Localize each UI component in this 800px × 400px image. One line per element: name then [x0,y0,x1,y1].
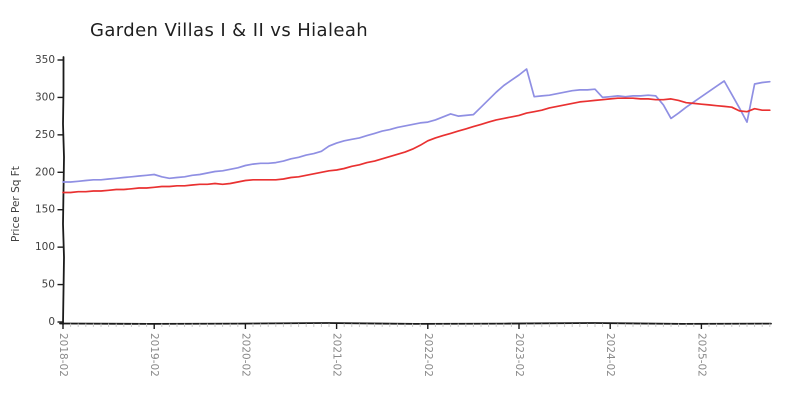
y-tick-label: 300 [35,91,55,103]
x-tick-label: 2024-02 [604,333,616,377]
x-tick-label: 2020-02 [239,333,251,377]
x-tick-label: 2019-02 [148,333,160,377]
y-tick-label: 100 [35,241,55,253]
y-tick-label: 50 [42,279,55,291]
y-tick-label: 350 [35,54,55,66]
x-axis [59,322,772,325]
y-tick-label: 250 [35,129,55,141]
y-axis [62,56,65,325]
x-tick-label: 2022-02 [422,333,434,377]
series-line-garden-villas [62,68,771,183]
x-tick-label: 2021-02 [331,333,343,377]
y-tick-label: 200 [35,166,55,178]
series-line-hialeah [62,97,771,194]
y-tick-label: 0 [48,316,55,328]
x-tick-label: 2018-02 [57,333,69,377]
x-tick-label: 2025-02 [695,333,707,377]
y-tick-label: 150 [35,204,55,216]
chart-title: Garden Villas I & II vs Hialeah [90,20,369,41]
x-tick-label: 2023-02 [513,333,525,377]
